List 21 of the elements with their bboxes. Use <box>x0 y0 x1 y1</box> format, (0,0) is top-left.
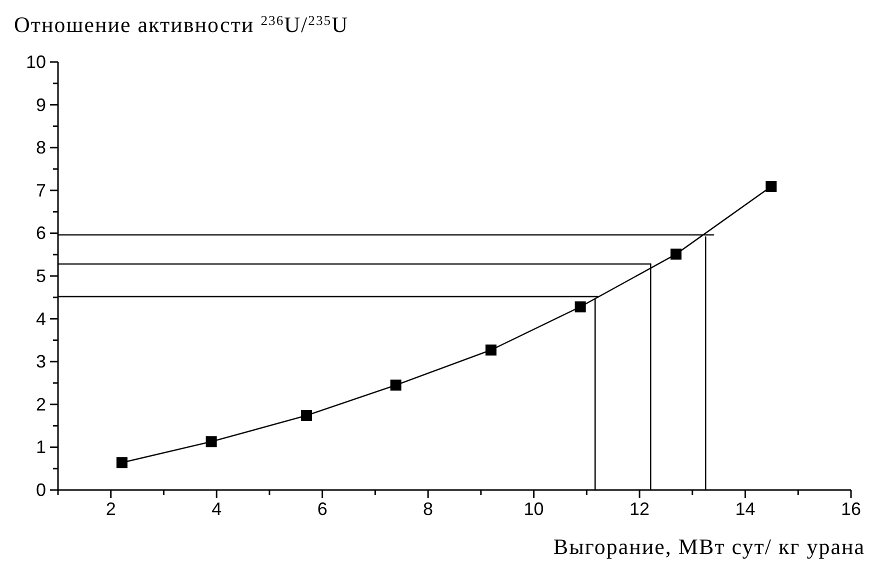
y-tick-label: 3 <box>36 352 46 372</box>
y-tick-label: 7 <box>36 180 46 200</box>
y-tick-label: 5 <box>36 266 46 286</box>
x-tick-label: 2 <box>106 499 116 519</box>
x-tick-label: 4 <box>212 499 222 519</box>
y-tick-label: 0 <box>36 480 46 500</box>
x-tick-label: 12 <box>630 499 650 519</box>
y-tick-label: 8 <box>36 138 46 158</box>
y-tick-label: 6 <box>36 223 46 244</box>
x-tick-label: 14 <box>735 499 756 519</box>
x-tick-label: 10 <box>524 499 544 519</box>
y-tick-label: 10 <box>26 52 46 72</box>
x-axis-title: Выгорание, МВт сут/ кг урана <box>553 534 865 559</box>
y-tick-label: 1 <box>36 437 46 458</box>
x-tick-label: 8 <box>423 499 434 519</box>
x-tick-label: 6 <box>317 499 328 519</box>
y-tick-label: 2 <box>36 394 46 414</box>
y-tick-label: 9 <box>36 94 46 115</box>
y-tick-label: 4 <box>36 308 46 329</box>
y-axis-title: Отношение активности $^{236}$U/$^{235}$U <box>14 12 348 37</box>
x-tick-label: 16 <box>840 499 862 519</box>
